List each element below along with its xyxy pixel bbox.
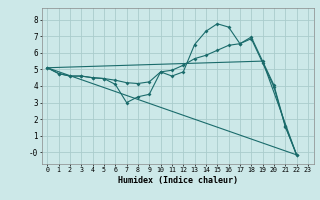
X-axis label: Humidex (Indice chaleur): Humidex (Indice chaleur)	[118, 176, 237, 185]
